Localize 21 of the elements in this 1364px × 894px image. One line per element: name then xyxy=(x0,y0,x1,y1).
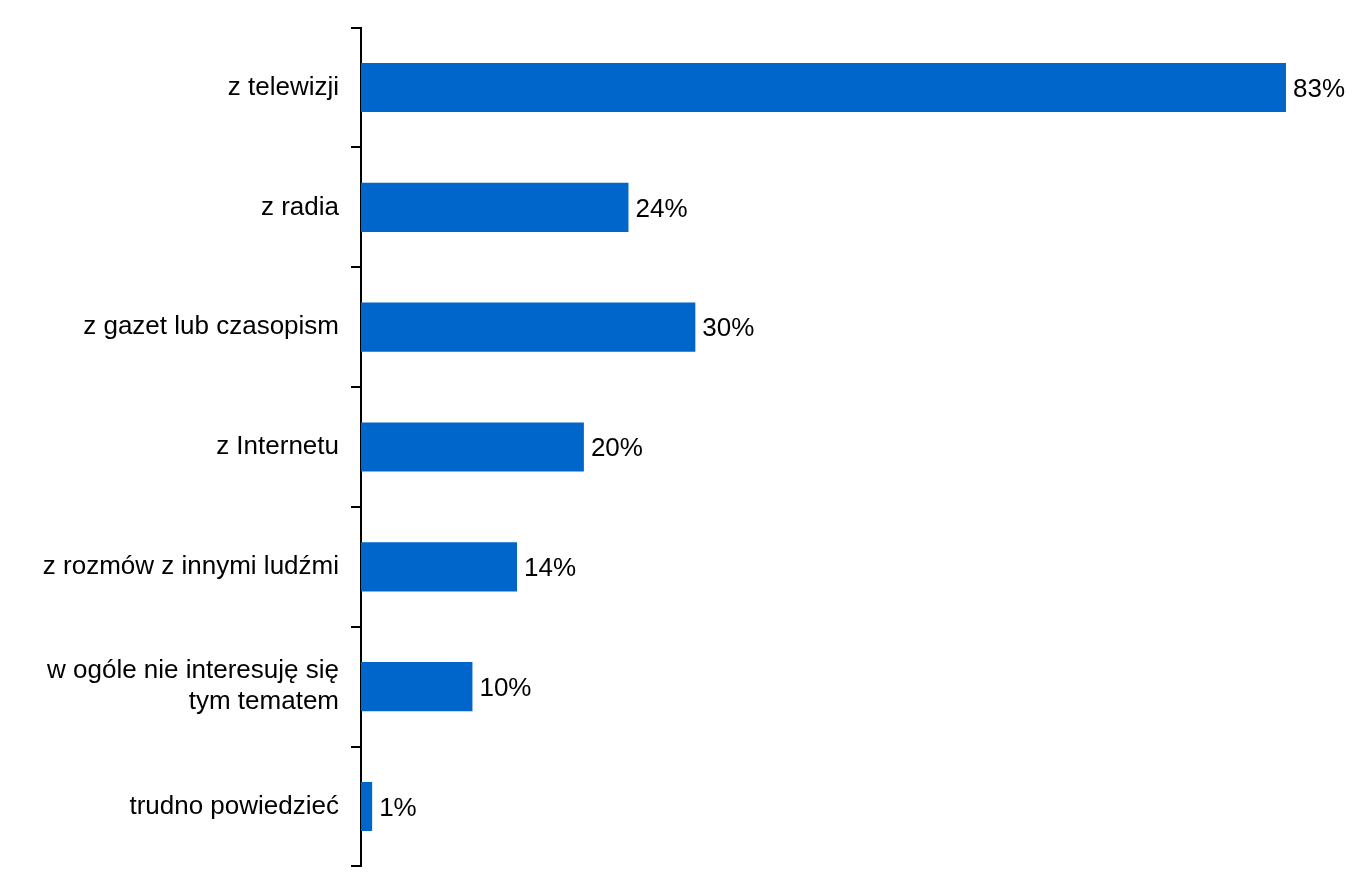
y-tick-label: z rozmów z innymi ludźmi xyxy=(42,550,339,580)
data-label: 10% xyxy=(479,671,532,702)
data-label: 1% xyxy=(379,791,417,822)
bar xyxy=(361,422,584,472)
bar xyxy=(361,662,473,712)
bar xyxy=(361,62,1286,113)
bar xyxy=(361,182,629,232)
bar xyxy=(361,302,696,352)
data-label: 24% xyxy=(635,192,688,223)
data-label: 14% xyxy=(524,552,577,582)
data-label: 20% xyxy=(590,432,643,463)
y-tick-label: z gazet lub czasopism xyxy=(83,310,339,341)
data-label: 30% xyxy=(702,312,755,343)
y-tick-label: z radia xyxy=(260,190,340,221)
bar xyxy=(361,781,373,832)
y-tick-label: z telewizji xyxy=(227,70,339,101)
y-tick-label: trudno powiedzieć xyxy=(129,789,339,820)
bar xyxy=(361,542,518,592)
y-tick-label: w ogóle nie interesuję się tym tematem xyxy=(46,654,339,716)
data-label: 83% xyxy=(1292,72,1346,103)
y-tick-label: z Internetu xyxy=(216,430,339,461)
